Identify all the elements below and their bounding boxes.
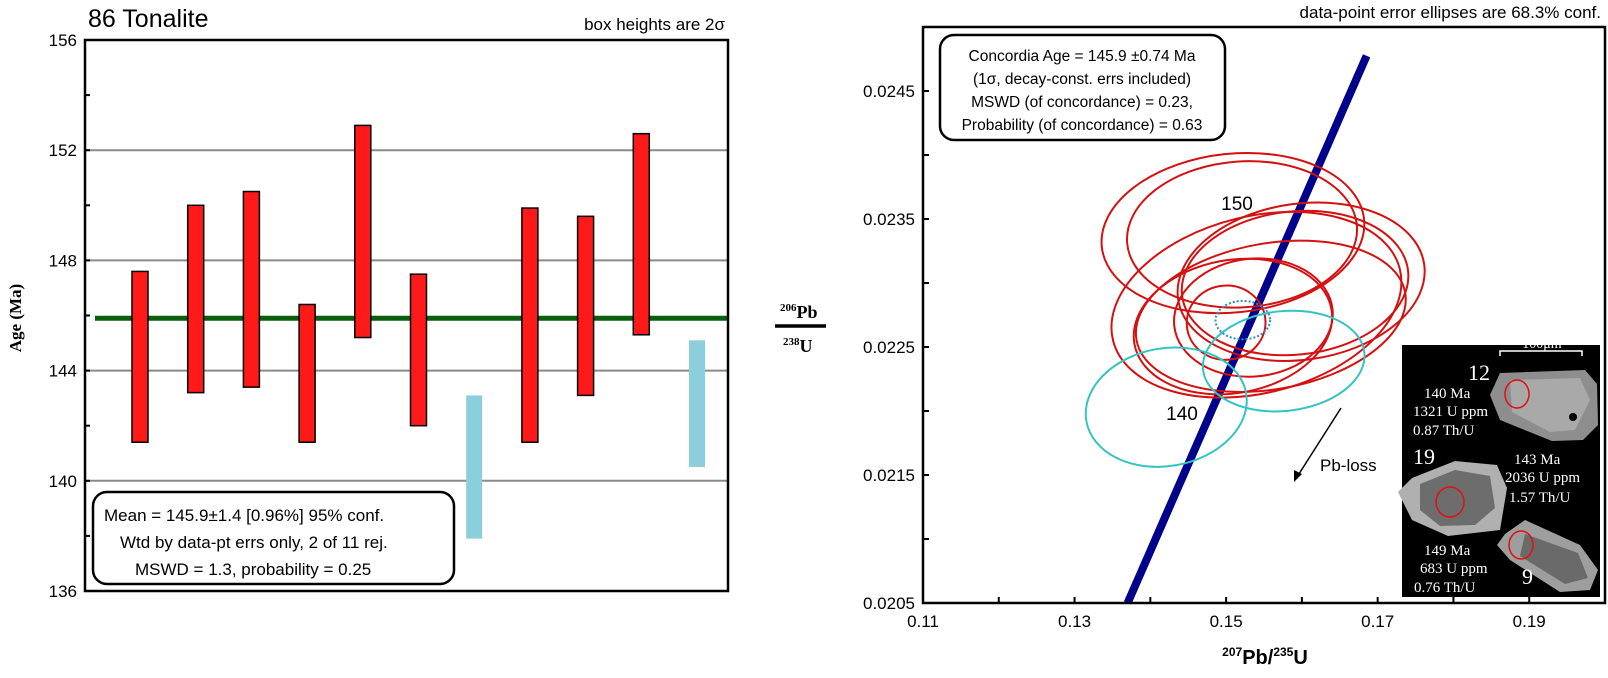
grain-id: 12 xyxy=(1468,360,1490,385)
annotation-line: MSWD (of concordance) = 0.23, xyxy=(971,94,1193,111)
error-box xyxy=(131,270,149,443)
y-tick-label: 144 xyxy=(49,362,77,381)
y-axis-label: Age (Ma) xyxy=(6,284,25,352)
right-plot-frame xyxy=(921,25,1607,605)
grain-id: 9 xyxy=(1522,564,1533,589)
error-ellipse xyxy=(1134,239,1407,393)
weighted-mean-chart: 86 Tonalite box heights are 2σ 136 140 144… xyxy=(6,5,730,601)
grain-u: 2036 U ppm xyxy=(1505,470,1580,486)
x-tick-label: 0.17 xyxy=(1361,612,1394,631)
x-tick-label: 0.19 xyxy=(1513,612,1546,631)
concordia-curve xyxy=(1123,54,1371,603)
rejected-error-ellipse xyxy=(1084,346,1248,468)
error-box xyxy=(186,204,205,394)
grain-id: 19 xyxy=(1413,444,1435,469)
y-tick-label: 0.0205 xyxy=(863,594,915,613)
annotation-line: MSWD = 1.3, probability = 0.25 xyxy=(135,560,371,579)
error-box xyxy=(409,273,428,427)
concordia-age-label: 140 xyxy=(1166,404,1198,425)
grain-age: 149 Ma xyxy=(1424,543,1471,559)
error-box xyxy=(242,190,261,388)
error-ellipse xyxy=(1110,210,1403,399)
x-tick-label: 0.11 xyxy=(907,612,939,631)
error-ellipse xyxy=(1185,284,1267,361)
error-ellipse xyxy=(1173,257,1334,378)
y-tick-label: 152 xyxy=(49,141,77,160)
x-axis-label: 207Pb/235U xyxy=(1222,645,1308,669)
annotation-line: Probability (of concordance) = 0.63 xyxy=(962,117,1203,134)
rejected-error-ellipse xyxy=(1201,309,1366,413)
pb-loss-label: Pb-loss xyxy=(1320,456,1377,475)
grain-thu: 0.76 Th/U xyxy=(1414,580,1476,596)
annotation-line: (1σ, decay-const. errs included) xyxy=(973,71,1191,88)
rejected-error-box xyxy=(689,340,705,468)
zircon-inset-image: 100μm 12 140 Ma 1321 U ppm 0.87 Th/U 19 … xyxy=(1398,337,1600,597)
y-tick-label: 0.0235 xyxy=(863,210,915,229)
x-tick-label: 0.13 xyxy=(1058,612,1091,631)
y-tick-label: 148 xyxy=(49,251,77,270)
grain-age: 140 Ma xyxy=(1424,386,1471,402)
svg-text:238U: 238U xyxy=(783,336,813,356)
concordia-age-ellipse xyxy=(1214,299,1272,341)
error-box xyxy=(521,207,539,443)
error-box xyxy=(632,132,651,336)
pb-loss-arrow xyxy=(1294,407,1342,482)
y-tick-label: 156 xyxy=(49,31,77,50)
ellipse-conf-note: data-point error ellipses are 68.3% conf… xyxy=(1300,3,1601,22)
grain-u: 1321 U ppm xyxy=(1413,404,1488,420)
annotation-line: Wtd by data-pt errs only, 2 of 11 rej. xyxy=(120,533,388,552)
error-box xyxy=(354,124,372,339)
y-tick-label: 0.0245 xyxy=(863,82,915,101)
mean-annotation-box: Mean = 145.9±1.4 [0.96%] 95% conf. Wtd b… xyxy=(91,490,456,586)
error-ellipse xyxy=(1126,160,1359,309)
grain-thu: 0.87 Th/U xyxy=(1413,423,1475,439)
chart-title: 86 Tonalite xyxy=(88,5,208,33)
y-axis-label: 206Pb 238U xyxy=(775,302,826,356)
error-ellipse xyxy=(1100,151,1366,315)
error-box xyxy=(298,303,316,443)
scale-bar xyxy=(1499,350,1583,356)
y-tick-label: 136 xyxy=(49,582,77,601)
grain-u: 683 U ppm xyxy=(1420,561,1488,577)
grain-thu: 1.57 Th/U xyxy=(1509,490,1571,506)
box-heights-note: box heights are 2σ xyxy=(584,15,725,34)
rejected-error-box xyxy=(466,395,483,539)
svg-text:206Pb: 206Pb xyxy=(780,302,818,322)
grain-age: 143 Ma xyxy=(1514,452,1561,468)
error-box xyxy=(576,215,595,397)
scale-bar-label: 100μm xyxy=(1522,337,1562,352)
x-tick-label: 0.15 xyxy=(1210,612,1243,631)
y-tick-label: 140 xyxy=(49,472,77,491)
y-tick-label: 0.0225 xyxy=(863,338,915,357)
y-tick-label: 0.0215 xyxy=(863,466,915,485)
annotation-line: Mean = 145.9±1.4 [0.96%] 95% conf. xyxy=(104,506,384,525)
concordia-annotation-box: Concordia Age = 145.9 ±0.74 Ma (1σ, deca… xyxy=(938,33,1227,142)
concordia-chart: data-point error ellipses are 68.3% conf… xyxy=(775,3,1607,669)
concordia-age-label: 150 xyxy=(1221,194,1253,215)
annotation-line: Concordia Age = 145.9 ±0.74 Ma xyxy=(969,48,1196,65)
